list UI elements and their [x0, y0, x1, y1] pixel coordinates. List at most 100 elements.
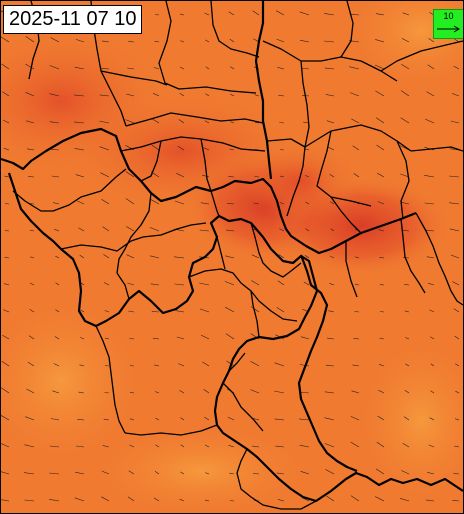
- wind-vector: [402, 12, 410, 16]
- wind-vector: [425, 499, 435, 502]
- wind-vector: [404, 310, 410, 313]
- wind-vector: [129, 338, 135, 340]
- wind-vector: [449, 175, 460, 178]
- wind-vector: [153, 497, 160, 502]
- wind-vector: [75, 39, 85, 43]
- wind-vector: [100, 172, 110, 178]
- wind-vector: [403, 257, 410, 259]
- wind-vector: [152, 337, 160, 340]
- wind-vector: [101, 40, 110, 43]
- wind-vector: [351, 118, 360, 124]
- wind-vector: [278, 254, 285, 259]
- wind-vector: [274, 418, 285, 421]
- wind-vector: [180, 417, 185, 421]
- wind-vector: [324, 13, 335, 16]
- wind-vector: [128, 41, 135, 43]
- wind-vector: [74, 497, 85, 502]
- wind-vector: [26, 388, 35, 394]
- wind-vector: [25, 416, 35, 421]
- wind-vector: [378, 364, 385, 367]
- wind-vector: [75, 471, 85, 475]
- wind-vector: [428, 444, 435, 448]
- wind-vector: [325, 469, 335, 475]
- wind-vector: [24, 444, 35, 448]
- wind-vector: [453, 308, 460, 313]
- wind-vector: [128, 470, 135, 475]
- wind-vector: [254, 94, 260, 97]
- wind-vector: [229, 121, 235, 124]
- wind-vector: [354, 283, 360, 286]
- wind-vector: [299, 11, 310, 16]
- wind-vector: [29, 309, 35, 313]
- wind-vector: [276, 38, 285, 43]
- wind-vector: [405, 337, 410, 340]
- wind-vector: [103, 282, 110, 286]
- wind-vector: [299, 39, 310, 43]
- wind-vector: [74, 121, 85, 124]
- wind-vector: [29, 282, 35, 286]
- wind-vector: [378, 389, 385, 394]
- wind-vector: [127, 282, 135, 286]
- wind-vector: [1, 471, 10, 475]
- wind-vector: [301, 497, 310, 502]
- wind-vector: [399, 498, 410, 502]
- wind-reference-arrow-icon: [437, 25, 460, 33]
- wind-vector: [4, 175, 10, 178]
- wind-vector: [328, 310, 335, 313]
- wind-vector: [277, 67, 285, 70]
- wind-vector: [276, 307, 285, 313]
- wind-vector: [279, 122, 285, 124]
- wind-vector: [174, 200, 185, 205]
- wind-vector: [225, 255, 235, 259]
- wind-vector: [104, 365, 110, 367]
- wind-vector: [49, 65, 60, 70]
- wind-vector: [229, 500, 235, 502]
- wind-vector: [254, 122, 260, 124]
- wind-vector: [2, 91, 10, 97]
- wind-vector: [274, 390, 285, 394]
- wind-vector: [330, 201, 335, 205]
- wind-vector: [49, 121, 60, 124]
- wind-vector: [179, 92, 185, 97]
- wind-vector: [300, 336, 310, 340]
- wind-vector: [251, 254, 260, 259]
- wind-vector: [427, 64, 435, 70]
- wind-vector: [50, 148, 60, 151]
- regional-borders: [12, 1, 463, 510]
- wind-vector: [150, 283, 160, 286]
- wind-vector: [375, 39, 385, 43]
- wind-vector: [427, 472, 435, 475]
- wind-vector: [100, 67, 110, 70]
- wind-vector: [379, 337, 385, 340]
- wind-vector: [274, 362, 285, 367]
- wind-vector: [303, 281, 310, 286]
- wind-vector: [450, 254, 460, 259]
- wind-vector: [153, 67, 160, 70]
- wind-vector: [452, 500, 460, 502]
- wind-vector: [155, 444, 160, 448]
- wind-vector: [329, 174, 335, 178]
- wind-vector: [2, 309, 10, 313]
- wind-vector: [154, 14, 160, 16]
- wind-vector: [179, 13, 185, 16]
- wind-vector: [129, 418, 135, 421]
- wind-vector: [99, 146, 110, 151]
- wind-vector: [227, 416, 235, 421]
- wind-vector: [227, 203, 235, 205]
- wind-vector: [49, 445, 60, 448]
- wind-vector: [327, 337, 335, 340]
- wind-vector: [324, 67, 335, 70]
- wind-vector: [425, 118, 435, 124]
- wind-vector: [379, 311, 385, 313]
- wind-vector: [230, 93, 235, 97]
- wind-vector: [174, 283, 185, 286]
- wind-vector: [304, 175, 310, 178]
- wind-vector: [426, 256, 435, 259]
- wind-vector: [403, 416, 410, 421]
- wind-vector: [330, 228, 335, 232]
- wind-vector: [350, 441, 360, 448]
- wind-vector: [102, 226, 110, 232]
- wind-vector: [325, 364, 335, 367]
- wind-vector: [80, 309, 85, 313]
